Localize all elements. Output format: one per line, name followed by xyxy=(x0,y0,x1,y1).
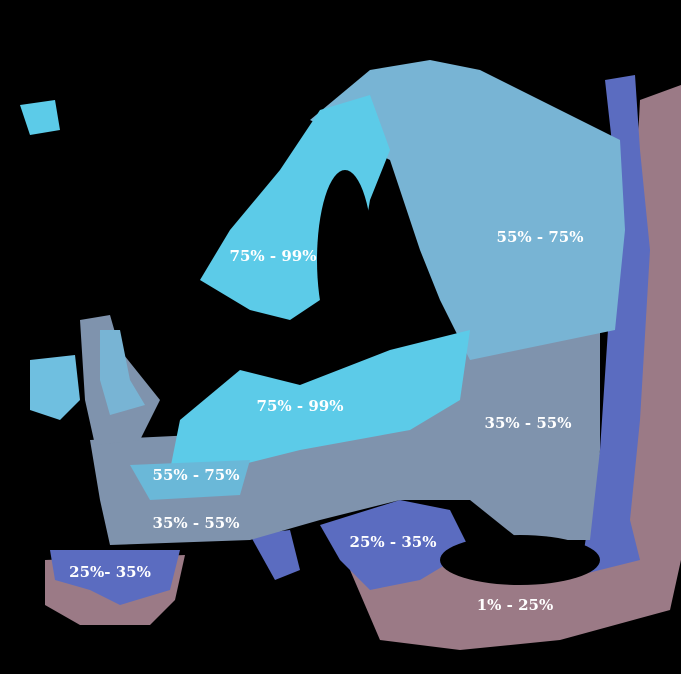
region-label: 25% - 35% xyxy=(350,533,437,551)
zone-central xyxy=(170,330,470,470)
zone-turkey-greece xyxy=(350,560,681,650)
baltic-sea xyxy=(317,170,373,350)
black-sea xyxy=(440,535,600,585)
region-label: 1% - 25% xyxy=(477,596,554,614)
zone-iceland xyxy=(20,100,60,135)
region-label: 25%- 35% xyxy=(69,563,151,581)
region-label: 75% - 99% xyxy=(230,247,317,265)
region-label: 35% - 55% xyxy=(485,414,572,432)
zone-balkans xyxy=(320,500,470,590)
region-label: 55% - 75% xyxy=(153,466,240,484)
region-label: 55% - 75% xyxy=(497,228,584,246)
zone-italy xyxy=(250,530,300,580)
zone-spain-inner xyxy=(50,550,180,605)
region-label: 35% - 55% xyxy=(153,514,240,532)
zone-france xyxy=(130,460,250,500)
zone-britain-inner xyxy=(100,330,145,415)
zone-ireland xyxy=(30,355,80,420)
region-label: 75% - 99% xyxy=(257,397,344,415)
zone-finland-russia xyxy=(310,60,625,360)
